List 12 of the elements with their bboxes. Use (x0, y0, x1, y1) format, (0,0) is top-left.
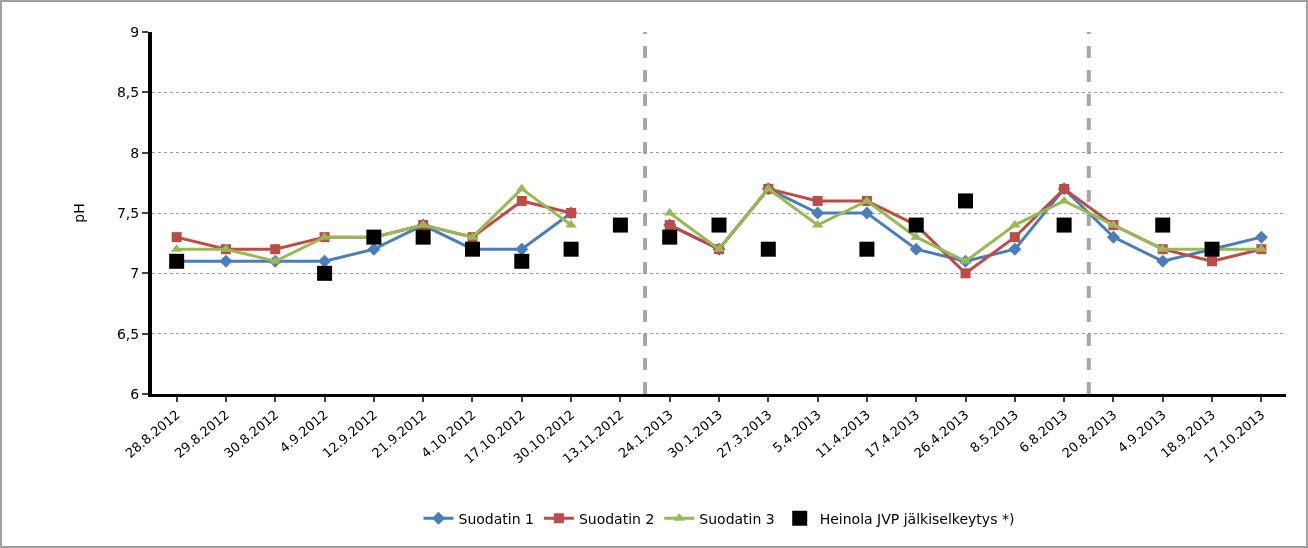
legend-label: Suodatin 3 (699, 510, 775, 527)
legend-label: Heinola JVP jälkiselkeytys *) (819, 510, 1015, 527)
y-tick-label: 7,5 (116, 204, 140, 221)
y-tick-label: 7 (130, 265, 140, 282)
y-tick-label: 6 (130, 385, 140, 402)
legend-label: Suodatin 1 (458, 510, 534, 527)
y-tick-label: 6,5 (116, 325, 140, 342)
y-tick-label: 9 (130, 23, 140, 40)
legend-label: Suodatin 2 (578, 510, 655, 527)
y-tick-label: 8,5 (116, 84, 140, 101)
y-tick-label: 8 (130, 144, 140, 161)
y-axis-title: pH (71, 203, 88, 223)
